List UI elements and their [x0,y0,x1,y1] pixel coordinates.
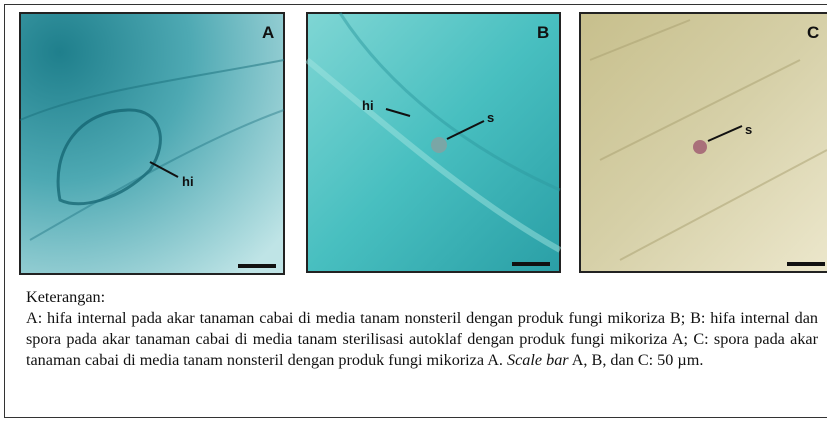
annotation: s [487,110,494,125]
caption-body: A: hifa internal pada akar tanaman cabai… [26,308,818,371]
caption: Keterangan: A: hifa internal pada akar t… [26,287,818,371]
panel-label: A [262,23,274,42]
figure-page: A hi B hi s C s Keter [0,0,827,423]
annotation: hi [182,174,194,189]
panel-label: C [807,23,819,42]
caption-heading: Keterangan: [26,287,818,308]
caption-italic: Scale bar [507,351,569,369]
panel-a: A hi [20,13,284,274]
panel-c: C s [580,13,827,272]
caption-text: A, B, dan C: 50 µm. [569,351,704,369]
panel-label: B [537,23,549,42]
annotation: s [745,122,752,137]
panel-b: B hi s [307,13,560,272]
annotation: hi [362,98,374,113]
